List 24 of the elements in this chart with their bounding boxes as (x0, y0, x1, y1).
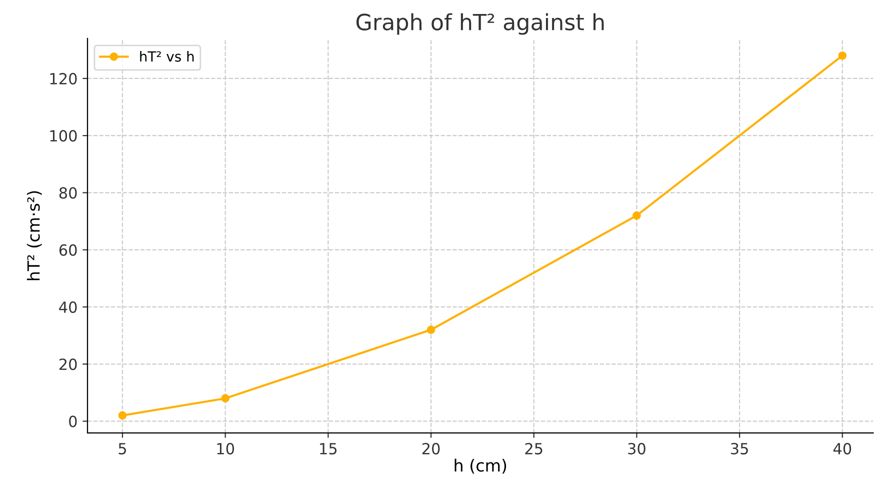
y-tick-label: 40 (59, 301, 77, 313)
y-tick-label: 80 (59, 187, 77, 199)
point (118, 411, 127, 420)
y-tick-label: 0 (69, 416, 77, 428)
y-tick-label: 120 (50, 72, 77, 84)
x-tick-label: 10 (217, 442, 234, 454)
y-tick-label: 100 (50, 130, 77, 142)
chart-title: Graph of hT² against h (356, 13, 604, 35)
x-tick-label: 30 (628, 442, 646, 454)
point (221, 394, 230, 403)
x-tick-label: 35 (730, 442, 748, 454)
y-axis-title: hT² (cm·s²) (26, 191, 42, 280)
x-tick-label: 20 (422, 442, 440, 454)
point (632, 211, 641, 220)
legend-label: hT² vs h (140, 50, 194, 62)
point (838, 51, 847, 60)
x-tick-label: 40 (833, 442, 852, 454)
point (426, 326, 436, 334)
y-tick-label: 60 (59, 244, 77, 256)
x-tick-label: 25 (525, 442, 542, 454)
y-tick-label: 20 (59, 358, 77, 370)
x-tick-label: 5 (118, 443, 126, 454)
x-tick-label: 15 (320, 443, 337, 454)
x-axis-title: h (cm) (454, 458, 506, 474)
